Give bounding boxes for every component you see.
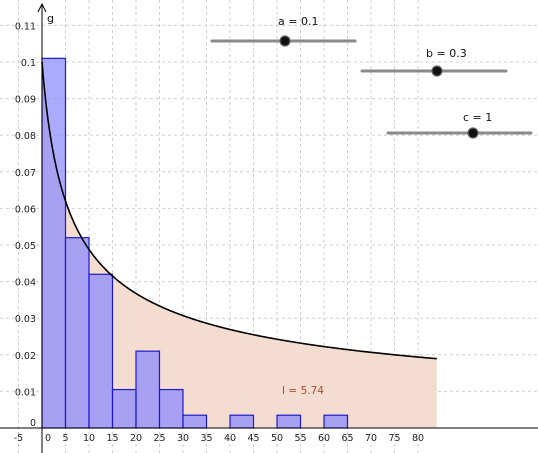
- x-tick-label: 60: [318, 433, 330, 444]
- sliders[interactable]: a = 0.1 b = 0.3 c = 1: [210, 15, 533, 139]
- slider-a-knob[interactable]: [279, 35, 291, 47]
- x-tick-label: 25: [153, 433, 165, 444]
- y-tick-label: 0.1: [21, 58, 36, 69]
- x-tick-label: -5: [14, 433, 23, 444]
- x-tick-label: 35: [200, 433, 212, 444]
- y-tick-label: 0.08: [15, 131, 36, 142]
- histogram-bar[interactable]: [88, 273, 114, 429]
- slider-b-label: b = 0.3: [426, 47, 467, 60]
- curve-g[interactable]: [41, 61, 437, 360]
- labels: g I = 5.74: [47, 12, 324, 397]
- y-tick-label: 0.04: [15, 278, 36, 289]
- histogram[interactable]: [41, 57, 349, 429]
- x-tick-label: 15: [106, 433, 118, 444]
- function-curve[interactable]: [41, 61, 437, 360]
- histogram-bar[interactable]: [323, 414, 349, 429]
- integral-label: I = 5.74: [282, 385, 324, 397]
- histogram-bar[interactable]: [111, 388, 137, 429]
- x-tick-label: 0: [45, 433, 51, 444]
- integral-area: [42, 62, 437, 428]
- y-tick-label: 0.07: [15, 168, 36, 179]
- y-axis-arrow: [37, 2, 47, 13]
- x-tick-label: 80: [412, 433, 424, 444]
- x-tick-label: 70: [365, 433, 377, 444]
- slider-b-knob[interactable]: [431, 65, 443, 77]
- x-tick-label: 30: [177, 433, 189, 444]
- y-tick-label: 0.05: [15, 241, 36, 252]
- histogram-bar[interactable]: [158, 388, 184, 429]
- x-tick-label: 20: [130, 433, 142, 444]
- x-tick-label: 40: [224, 433, 236, 444]
- slider-c-knob[interactable]: [467, 127, 479, 139]
- histogram-bar[interactable]: [64, 237, 90, 429]
- x-tick-label: 75: [388, 433, 400, 444]
- x-tick-label: 65: [341, 433, 353, 444]
- slider-c-label: c = 1: [463, 111, 492, 124]
- y-tick-label: 0.06: [15, 204, 36, 215]
- x-tick-label: 50: [271, 433, 283, 444]
- histogram-bar[interactable]: [229, 414, 255, 429]
- y-tick-label: 0.03: [15, 314, 36, 325]
- function-label: g: [47, 12, 54, 25]
- histogram-bar[interactable]: [41, 57, 67, 429]
- integral-shaded-area: [42, 62, 437, 428]
- x-tick-label: 5: [62, 433, 68, 444]
- x-tick-label: 55: [294, 433, 306, 444]
- histogram-bar[interactable]: [182, 414, 208, 429]
- histogram-bar[interactable]: [135, 350, 161, 429]
- y-tick-label: 0: [30, 418, 36, 429]
- y-tick-label: 0.09: [15, 95, 36, 106]
- slider-a-label: a = 0.1: [278, 15, 318, 28]
- x-tick-label: 45: [247, 433, 259, 444]
- x-tick-label: 10: [83, 433, 95, 444]
- y-tick-label: 0.01: [15, 387, 36, 398]
- histogram-bar[interactable]: [276, 414, 302, 429]
- y-tick-label: 0.02: [15, 351, 36, 362]
- y-tick-label: 0.11: [15, 21, 36, 32]
